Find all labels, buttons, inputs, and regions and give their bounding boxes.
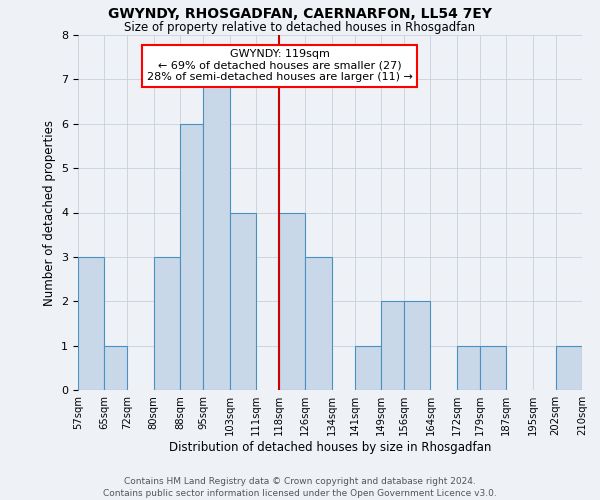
Bar xyxy=(104,346,127,390)
X-axis label: Distribution of detached houses by size in Rhosgadfan: Distribution of detached houses by size … xyxy=(169,441,491,454)
Bar xyxy=(180,124,203,390)
Bar xyxy=(230,212,256,390)
Text: Contains HM Land Registry data © Crown copyright and database right 2024.
Contai: Contains HM Land Registry data © Crown c… xyxy=(103,477,497,498)
Bar xyxy=(457,346,480,390)
Bar xyxy=(203,80,230,390)
Bar xyxy=(305,257,332,390)
Text: GWYNDY, RHOSGADFAN, CAERNARFON, LL54 7EY: GWYNDY, RHOSGADFAN, CAERNARFON, LL54 7EY xyxy=(108,8,492,22)
Bar xyxy=(154,257,180,390)
Bar xyxy=(404,301,430,390)
Bar xyxy=(480,346,506,390)
Text: Size of property relative to detached houses in Rhosgadfan: Size of property relative to detached ho… xyxy=(124,22,476,35)
Bar xyxy=(381,301,404,390)
Text: GWYNDY: 119sqm
← 69% of detached houses are smaller (27)
28% of semi-detached ho: GWYNDY: 119sqm ← 69% of detached houses … xyxy=(146,49,413,82)
Y-axis label: Number of detached properties: Number of detached properties xyxy=(43,120,56,306)
Bar xyxy=(279,212,305,390)
Bar xyxy=(355,346,381,390)
Bar xyxy=(556,346,582,390)
Bar xyxy=(78,257,104,390)
